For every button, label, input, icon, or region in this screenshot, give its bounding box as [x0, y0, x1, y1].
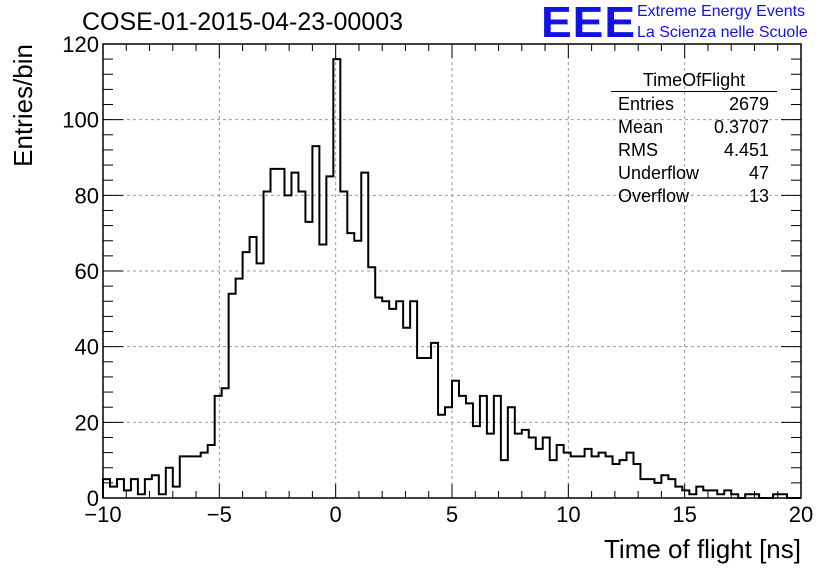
- y-tick-label: 100: [62, 108, 99, 133]
- stats-divider: [611, 91, 777, 92]
- y-tick-label: 80: [75, 183, 99, 208]
- stats-value: 0.3707: [713, 117, 769, 137]
- x-tick-label: 15: [672, 502, 696, 527]
- x-axis-title: Time of flight [ns]: [604, 534, 801, 564]
- stats-row-entries: Entries 2679: [611, 93, 777, 116]
- y-tick-label: 20: [75, 410, 99, 435]
- stats-key: Mean: [618, 117, 664, 137]
- eee-logo: EEE: [541, 0, 637, 47]
- stats-key: Entries: [618, 94, 675, 114]
- project-subtitle: La Scienza nelle Scuole: [637, 24, 808, 41]
- stats-key: Underflow: [618, 163, 700, 183]
- y-axis-title: Entries/bin: [8, 44, 38, 167]
- stats-row-overflow: Overflow 13: [611, 185, 777, 208]
- grid: [103, 44, 801, 498]
- stats-title: TimeOfFlight: [642, 70, 746, 90]
- tick-labels: −10 −5 0 5 10 15 20 0 20 40 60 80 100 120: [62, 32, 813, 527]
- stats-box: TimeOfFlight Entries 2679 Mean 0.3707 RM…: [611, 70, 777, 208]
- y-tick-label: 40: [75, 335, 99, 360]
- stats-value: 13: [748, 186, 769, 206]
- x-tick-label: −10: [84, 502, 121, 527]
- stats-value: 4.451: [723, 140, 769, 160]
- stats-row-rms: RMS 4.451: [611, 139, 777, 162]
- histogram: [102, 58, 801, 499]
- stats-row-mean: Mean 0.3707: [611, 116, 777, 139]
- x-tick-label: 10: [556, 502, 580, 527]
- x-tick-label: 20: [789, 502, 813, 527]
- x-tick-label: −5: [207, 502, 232, 527]
- stats-value: 47: [748, 163, 769, 183]
- x-tick-label: 5: [446, 502, 458, 527]
- stats-key: RMS: [618, 140, 658, 160]
- y-tick-label: 0: [87, 486, 99, 511]
- stats-row-underflow: Underflow 47: [611, 162, 777, 185]
- y-tick-label: 60: [75, 259, 99, 284]
- stats-key: Overflow: [618, 186, 690, 206]
- x-tick-label: 0: [330, 502, 342, 527]
- project-name: Extreme Energy Events: [637, 3, 806, 20]
- stats-value: 2679: [728, 94, 769, 114]
- axis-ticks: [102, 43, 802, 499]
- y-tick-label: 120: [62, 32, 99, 57]
- histogram-step-line: [102, 58, 801, 499]
- run-title: COSE-01-2015-04-23-00003: [82, 8, 404, 36]
